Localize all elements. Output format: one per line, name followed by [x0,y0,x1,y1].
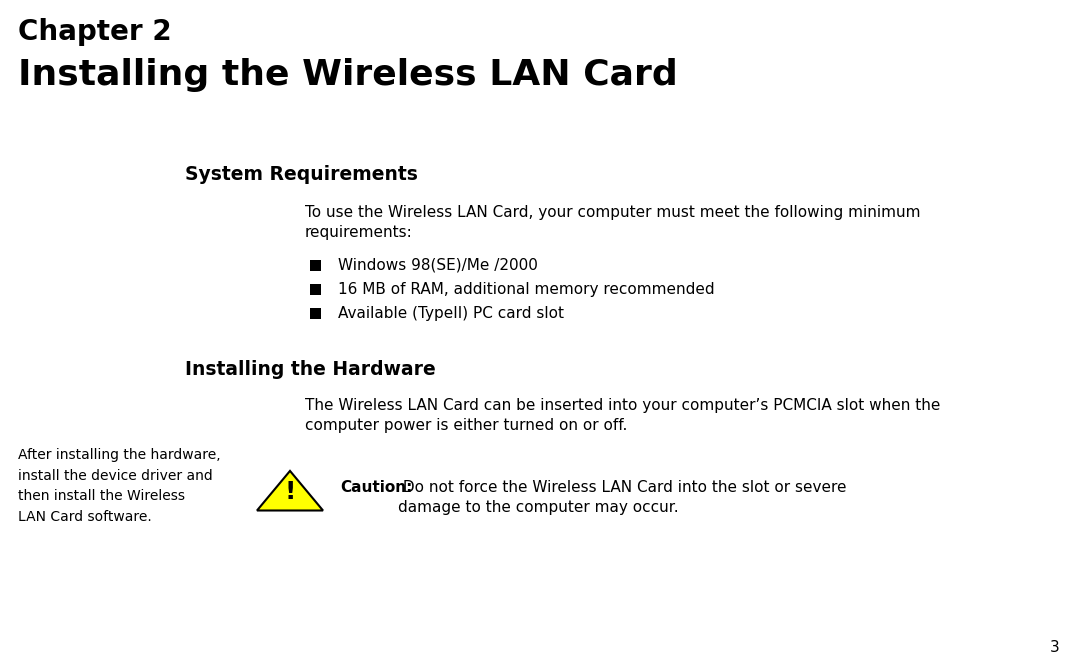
Text: 16 MB of RAM, additional memory recommended: 16 MB of RAM, additional memory recommen… [338,282,714,297]
Text: Installing the Wireless LAN Card: Installing the Wireless LAN Card [18,58,678,92]
Text: !: ! [284,480,296,504]
Bar [310,308,321,319]
Bar [310,260,321,271]
Text: Available (TypeII) PC card slot: Available (TypeII) PC card slot [338,306,564,321]
Text: The Wireless LAN Card can be inserted into your computer’s PCMCIA slot when the: The Wireless LAN Card can be inserted in… [305,398,941,413]
Text: After installing the hardware,
install the device driver and
then install the Wi: After installing the hardware, install t… [18,448,221,524]
Text: To use the Wireless LAN Card, your computer must meet the following minimum: To use the Wireless LAN Card, your compu… [305,205,920,220]
Text: Do not force the Wireless LAN Card into the slot or severe: Do not force the Wireless LAN Card into … [398,480,847,495]
Text: Installing the Hardware: Installing the Hardware [185,360,436,379]
Text: computer power is either turned on or off.: computer power is either turned on or of… [305,418,628,433]
Text: Windows 98(SE)/Me /2000: Windows 98(SE)/Me /2000 [338,258,538,273]
Text: System Requirements: System Requirements [185,165,417,184]
Polygon shape [257,471,323,511]
Bar [310,284,321,295]
Text: Chapter 2: Chapter 2 [18,18,171,46]
Text: Caution:: Caution: [340,480,412,495]
Text: damage to the computer may occur.: damage to the computer may occur. [398,500,679,515]
Text: requirements:: requirements: [305,225,413,240]
Text: 3: 3 [1050,640,1060,655]
